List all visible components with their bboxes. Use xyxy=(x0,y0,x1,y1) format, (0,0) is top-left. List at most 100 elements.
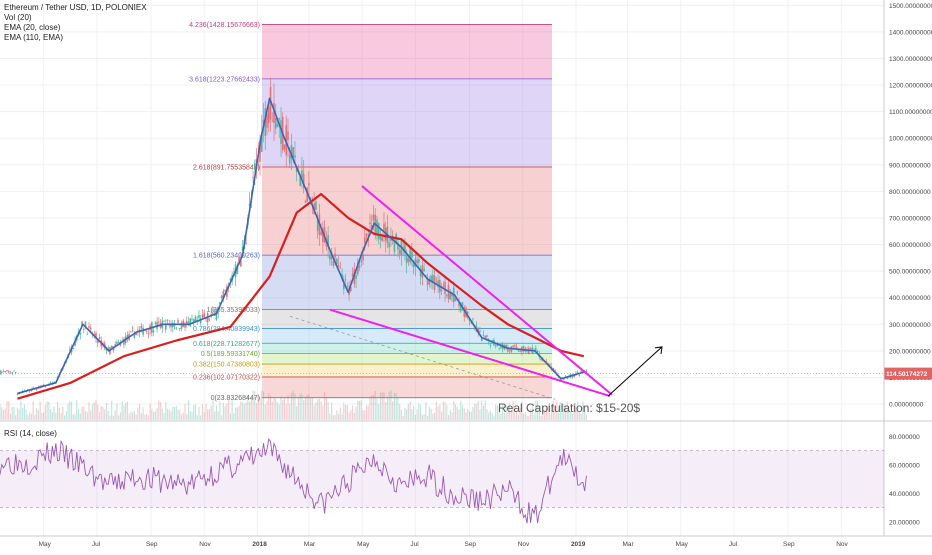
candle-body xyxy=(114,344,116,346)
volume-bar xyxy=(76,400,78,420)
volume-bar xyxy=(70,401,73,420)
volume-bar xyxy=(552,400,554,420)
volume-bar xyxy=(449,409,451,420)
candle-body xyxy=(449,293,452,300)
volume-bar xyxy=(107,411,109,420)
candle-body xyxy=(365,233,368,237)
volume-bar xyxy=(43,412,45,420)
volume-bar xyxy=(273,397,275,420)
volume-bar xyxy=(191,412,193,420)
volume-bar xyxy=(179,409,181,420)
volume-bar xyxy=(566,401,568,420)
candle-body xyxy=(418,259,420,263)
volume-bar xyxy=(353,413,355,420)
candle-body xyxy=(423,268,425,272)
candle-body xyxy=(545,361,548,362)
volume-bar xyxy=(105,402,108,420)
fib-label: 0.382(150.47380803) xyxy=(193,362,260,369)
candle-body xyxy=(227,283,230,285)
volume-bar xyxy=(442,401,444,420)
volume-bar xyxy=(69,400,71,420)
volume-bar xyxy=(339,407,341,420)
y-tick-label: 700.00000000 xyxy=(889,215,931,222)
volume-bar xyxy=(425,402,427,420)
volume-bar xyxy=(360,400,362,420)
volume-bar xyxy=(182,412,184,420)
volume-bar xyxy=(561,405,563,420)
y-tick-label: 500.00000000 xyxy=(889,269,931,276)
volume-bar xyxy=(418,403,420,420)
candle-body xyxy=(274,117,277,129)
volume-bar xyxy=(62,407,64,420)
indicator-ema110[interactable]: EMA (110, EMA) xyxy=(4,33,63,42)
indicator-vol[interactable]: Vol (20) xyxy=(4,13,32,22)
volume-bar xyxy=(198,406,200,420)
rsi-legend[interactable]: RSI (14, close) xyxy=(4,429,57,438)
candle-body xyxy=(7,371,10,373)
volume-bar xyxy=(351,405,354,420)
candle-body xyxy=(426,278,429,286)
candle-body xyxy=(461,302,464,307)
y-tick-label: 200.00000000 xyxy=(889,348,931,355)
candle-body xyxy=(259,139,261,162)
candle-body xyxy=(11,372,14,374)
candle-body xyxy=(308,183,310,186)
volume-bar xyxy=(472,407,474,420)
volume-bar xyxy=(571,413,574,420)
candle-body xyxy=(2,371,5,373)
candle-body xyxy=(512,345,514,347)
volume-bar xyxy=(98,412,101,420)
volume-bar xyxy=(266,400,268,420)
candle-body xyxy=(32,387,34,389)
candle-body xyxy=(131,330,134,332)
volume-bar xyxy=(343,402,345,420)
volume-bar xyxy=(392,400,394,420)
rsi-tick-label: 80.000000 xyxy=(889,434,920,441)
fib-label: 1(355.35395033) xyxy=(207,307,260,314)
candle-body xyxy=(81,321,83,327)
volume-bar xyxy=(364,410,366,420)
fib-zone xyxy=(262,78,552,168)
volume-bar xyxy=(294,393,296,420)
candle-body xyxy=(576,372,579,374)
candle-body xyxy=(425,275,427,277)
candle-body xyxy=(388,242,391,248)
volume-bar xyxy=(238,405,240,420)
volume-bar xyxy=(315,402,317,420)
candle-body xyxy=(191,318,193,320)
volume-bar xyxy=(65,411,67,420)
volume-bar xyxy=(488,412,490,420)
candle-body xyxy=(278,118,281,120)
fib-zone xyxy=(262,376,552,398)
candle-body xyxy=(372,214,375,221)
volume-bar xyxy=(517,414,519,420)
volume-bar xyxy=(423,413,425,420)
candle-body xyxy=(377,223,380,239)
volume-bar xyxy=(158,400,160,420)
volume-bar xyxy=(224,406,226,420)
indicator-ema20[interactable]: EMA (20, close) xyxy=(4,23,61,32)
volume-bar xyxy=(212,400,214,420)
volume-bar xyxy=(207,409,209,420)
volume-bar xyxy=(379,392,382,420)
volume-bar xyxy=(306,394,308,420)
volume-bar xyxy=(573,403,575,420)
candle-body xyxy=(459,303,462,312)
candle-body xyxy=(358,265,361,269)
x-tick-label: 2018 xyxy=(252,541,267,548)
y-tick-label: 400.00000000 xyxy=(889,295,931,302)
candle-body xyxy=(407,258,410,262)
volume-bar xyxy=(25,409,27,420)
x-tick-label: Jul xyxy=(410,541,419,548)
candle-body xyxy=(145,330,148,332)
volume-bar xyxy=(446,404,448,420)
volume-bar xyxy=(456,406,458,420)
candle-body xyxy=(301,170,303,179)
volume-bar xyxy=(13,407,15,420)
volume-bar xyxy=(397,397,399,420)
volume-bar xyxy=(416,409,418,420)
volume-bar xyxy=(283,397,286,420)
candle-body xyxy=(350,287,352,291)
